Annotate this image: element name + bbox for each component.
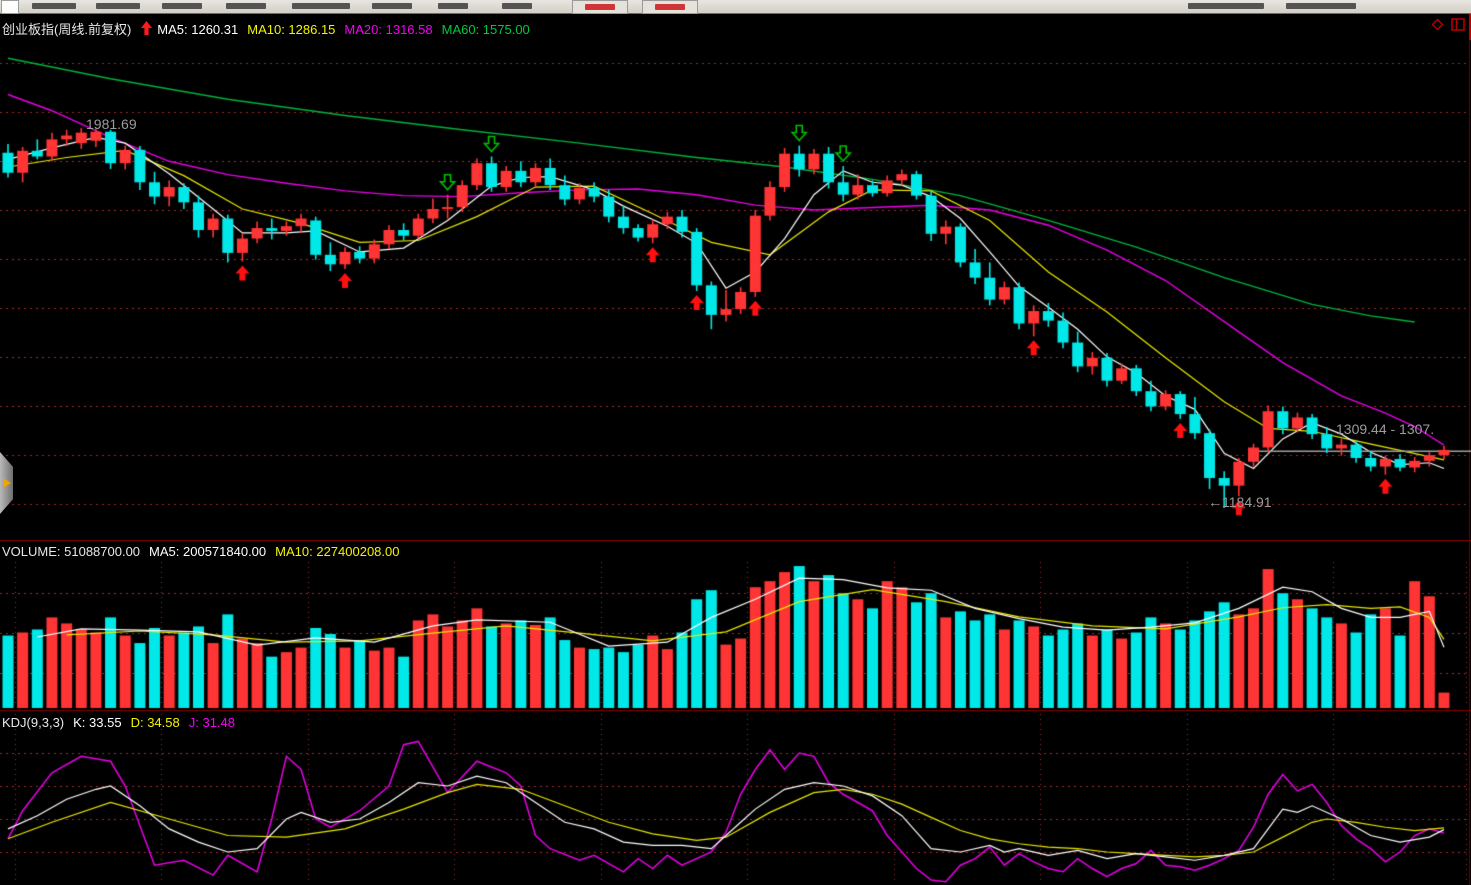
split-window-icon[interactable] xyxy=(1451,18,1465,36)
ma60-value: MA60: 1575.00 xyxy=(441,22,530,37)
low-price-annotation: ←1184.91 xyxy=(1208,494,1272,510)
menu-fragment[interactable] xyxy=(438,3,468,9)
ma10-value: MA10: 1286.15 xyxy=(247,22,336,37)
up-arrow-icon xyxy=(140,21,153,39)
quote-fragment xyxy=(1188,3,1264,9)
menu-fragment[interactable] xyxy=(292,3,350,9)
app-icon xyxy=(1,0,19,14)
diamond-icon[interactable] xyxy=(1431,18,1444,36)
kdj-pane-header: KDJ(9,3,3) K: 33.55 D: 34.58 J: 31.48 xyxy=(2,715,244,730)
buy-button-fragment[interactable] xyxy=(572,0,628,14)
menu-fragment[interactable] xyxy=(502,3,532,9)
quote-fragment xyxy=(1286,3,1356,9)
menu-fragment[interactable] xyxy=(372,3,412,9)
peak-price-annotation: 1981.69 xyxy=(86,116,137,132)
volume-ma5-value: MA5: 200571840.00 xyxy=(149,544,267,559)
menu-fragment[interactable] xyxy=(32,3,76,9)
ma20-value: MA20: 1316.58 xyxy=(344,22,433,37)
header-right-border xyxy=(1469,14,1471,40)
left-panel-expand-handle[interactable] xyxy=(0,452,13,514)
menu-fragment[interactable] xyxy=(162,3,202,9)
menu-fragment[interactable] xyxy=(226,3,266,9)
kdj-d-value: D: 34.58 xyxy=(130,715,180,730)
kdj-k-value: K: 33.55 xyxy=(73,715,122,730)
volume-ma10-value: MA10: 227400208.00 xyxy=(275,544,400,559)
expand-arrow-icon xyxy=(3,478,11,488)
sell-button-fragment[interactable] xyxy=(642,0,698,14)
volume-pane-header: VOLUME: 51088700.00 MA5: 200571840.00 MA10… xyxy=(2,544,408,559)
current-price-annotation: 1309.44 - 1307. xyxy=(1336,421,1435,437)
volume-value: VOLUME: 51088700.00 xyxy=(2,544,141,559)
top-toolbar[interactable] xyxy=(0,0,1471,14)
ma5-value: MA5: 1260.31 xyxy=(157,22,239,37)
instrument-title: 创业板指(周线.前复权) xyxy=(2,22,132,37)
main-pane-header: 创业板指(周线.前复权) MA5: 1260.31 MA10: 1286.15 MA2… xyxy=(2,19,539,39)
kdj-j-value: J: 31.48 xyxy=(188,715,235,730)
menu-fragment[interactable] xyxy=(96,3,140,9)
kdj-name: KDJ(9,3,3) xyxy=(2,715,65,730)
